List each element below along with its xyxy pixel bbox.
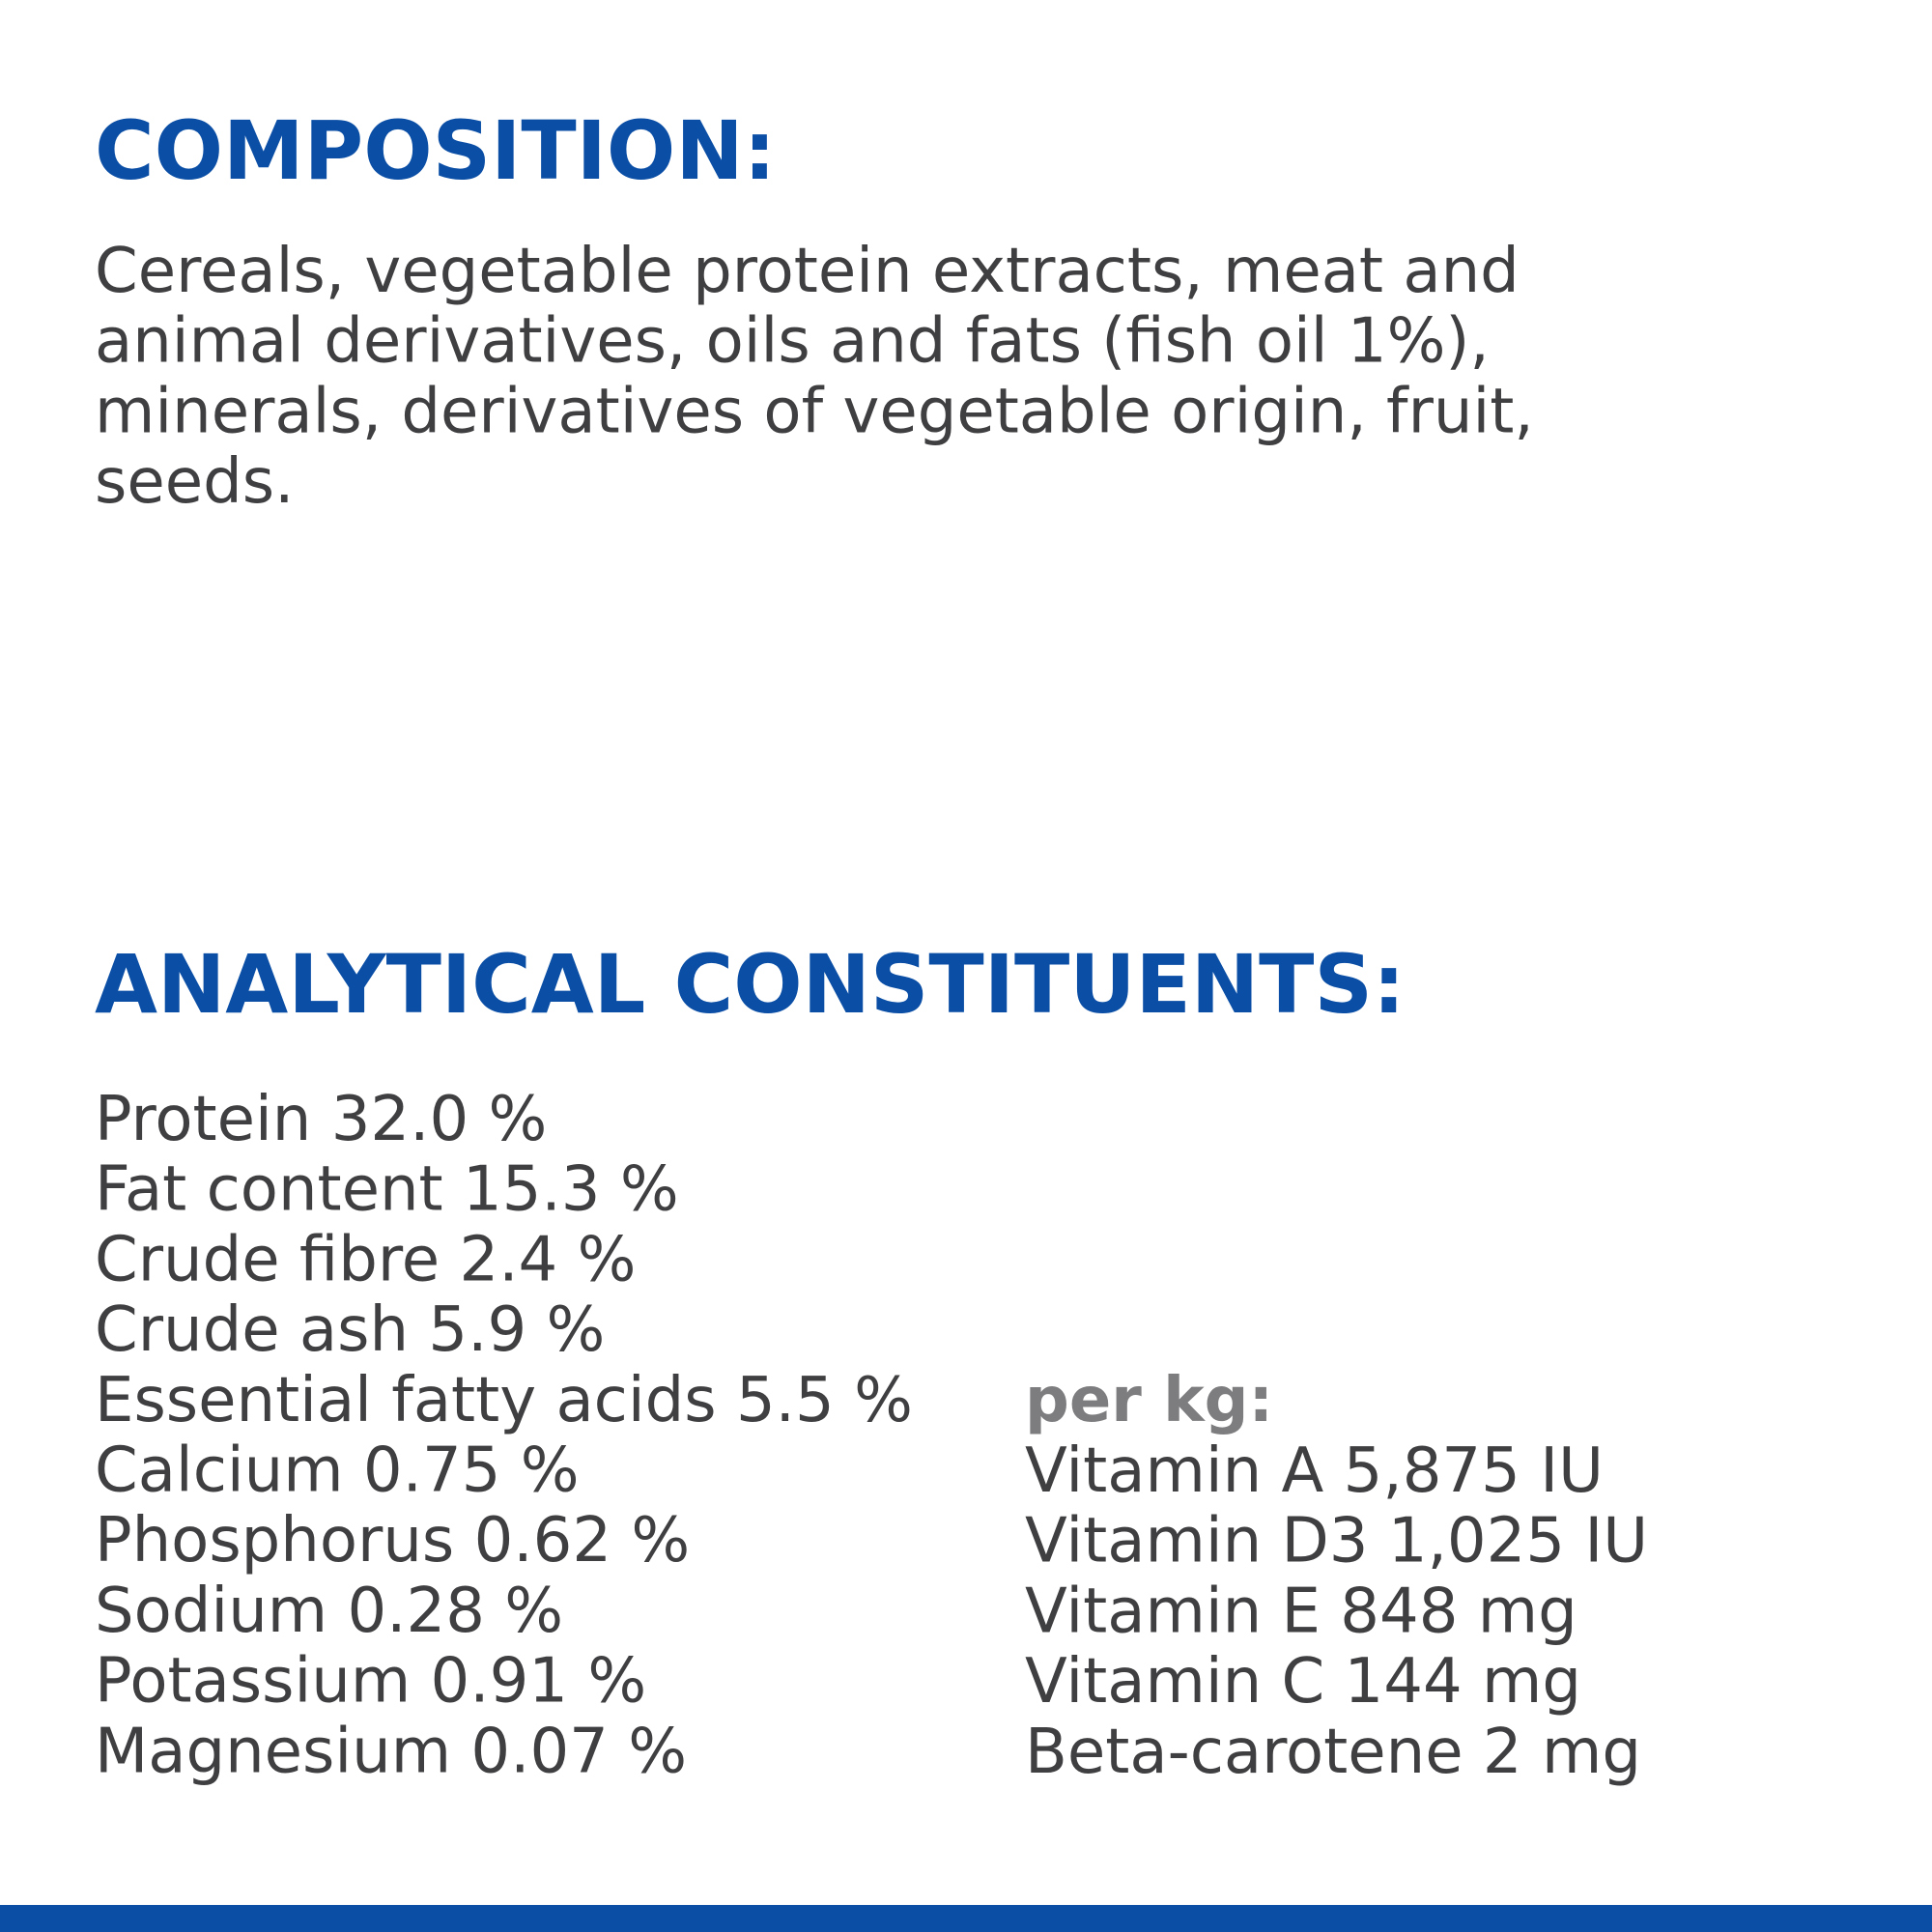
per-kg-title: per kg: <box>1025 1365 1273 1436</box>
footer-bar <box>0 1905 1932 1932</box>
constituent: Magnesium 0.07 % <box>95 1716 687 1787</box>
constituent: Essential fatty acids 5.5 % <box>95 1365 913 1436</box>
vitamin: Beta-carotene 2 mg <box>1025 1717 1641 1788</box>
constituent: Crude fibre 2.4 % <box>95 1224 636 1295</box>
composition-title: COMPOSITION: <box>95 103 776 198</box>
constituent: Protein 32.0 % <box>95 1084 547 1155</box>
constituent: Phosphorus 0.62 % <box>95 1505 690 1577</box>
constituent: Calcium 0.75 % <box>95 1435 580 1507</box>
analytical-title: ANALYTICAL CONSTITUENTS: <box>95 937 1406 1032</box>
composition-line: minerals, derivatives of vegetable origi… <box>95 376 1534 447</box>
vitamin: Vitamin C 144 mg <box>1025 1646 1581 1718</box>
composition-line: animal derivatives, oils and fats (fish … <box>95 306 1490 378</box>
vitamin: Vitamin A 5,875 IU <box>1025 1435 1604 1507</box>
composition-line: Cereals, vegetable protein extracts, mea… <box>95 236 1520 307</box>
constituent: Fat content 15.3 % <box>95 1154 679 1226</box>
composition-line: seeds. <box>95 446 294 518</box>
constituent: Potassium 0.91 % <box>95 1646 646 1718</box>
constituent: Crude ash 5.9 % <box>95 1294 605 1366</box>
constituent: Sodium 0.28 % <box>95 1576 563 1647</box>
vitamin: Vitamin E 848 mg <box>1025 1576 1577 1647</box>
vitamin: Vitamin D3 1,025 IU <box>1025 1506 1648 1577</box>
